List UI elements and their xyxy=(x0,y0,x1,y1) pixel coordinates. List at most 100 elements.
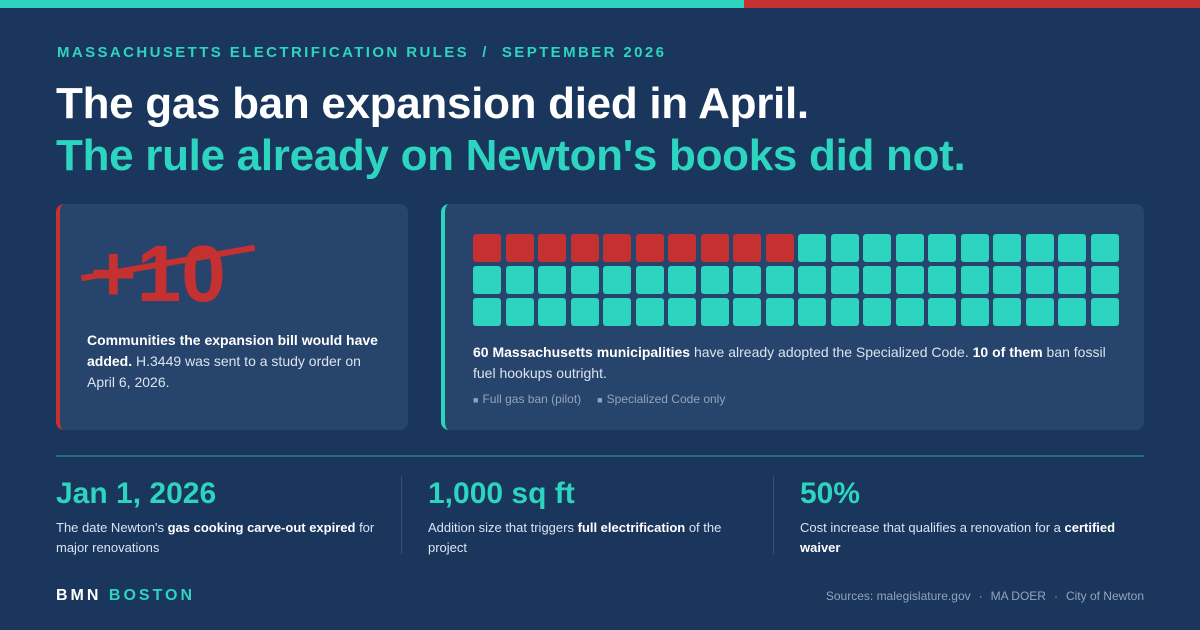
stat-desc-bold: certified waiver xyxy=(800,520,1116,555)
waffle-chart xyxy=(473,234,1119,326)
brand-part-2: BOSTON xyxy=(108,587,196,604)
headline-line-2: The rule already on Newton's books did n… xyxy=(56,131,966,180)
stat-desc-post: for major renovations xyxy=(56,520,375,555)
stat-waiver: 50% Cost increase that qualifies a renov… xyxy=(800,476,1130,558)
waffle-cell-specialized xyxy=(603,298,631,326)
legend-square-icon: ■ xyxy=(597,395,603,405)
municipalities-description: 60 Massachusetts municipalities have alr… xyxy=(473,342,1123,384)
waffle-cell-specialized xyxy=(1090,298,1119,326)
legend-item-specialized: ■ Specialized Code only xyxy=(597,392,725,406)
top-accent-teal xyxy=(0,0,744,8)
separator-dot: · xyxy=(1053,589,1058,603)
waffle-cell-gas-ban xyxy=(635,234,664,262)
waffle-cell-specialized xyxy=(1058,266,1086,294)
waffle-cell-specialized xyxy=(863,234,891,262)
stat-value: 50% xyxy=(800,477,861,510)
waffle-cell-specialized xyxy=(863,266,891,294)
waffle-cell-specialized xyxy=(960,234,989,262)
waffle-cell-specialized xyxy=(863,298,891,326)
expansion-card: +10 Communities the expansion bill would… xyxy=(56,204,408,430)
expansion-description-bold: Communities the expansion bill would hav… xyxy=(87,332,378,369)
top-accent-bar xyxy=(0,0,1200,8)
waffle-cell-gas-ban xyxy=(700,234,729,262)
source-item: MA DOER xyxy=(990,589,1046,603)
waffle-cell-specialized xyxy=(635,266,664,294)
stat-separator xyxy=(773,476,774,554)
stat-size: 1,000 sq ft Addition size that triggers … xyxy=(428,476,758,558)
waffle-cell-specialized xyxy=(895,234,924,262)
waffle-cell-specialized xyxy=(830,298,859,326)
separator-dot: · xyxy=(978,589,983,603)
waffle-cell-specialized xyxy=(700,298,729,326)
waffle-cell-specialized xyxy=(603,266,631,294)
waffle-cell-specialized xyxy=(1025,298,1054,326)
section-divider xyxy=(56,455,1144,457)
waffle-cell-specialized xyxy=(1058,298,1086,326)
waffle-cell-specialized xyxy=(993,266,1021,294)
waffle-cell-specialized xyxy=(570,298,599,326)
stat-desc-pre: Addition size that triggers xyxy=(428,520,578,535)
kicker: MASSACHUSETTS ELECTRIFICATION RULES / SE… xyxy=(57,44,667,61)
stat-desc-pre: Cost increase that qualifies a renovatio… xyxy=(800,520,1065,535)
waffle-cell-specialized xyxy=(635,298,664,326)
waffle-cell-specialized xyxy=(928,266,956,294)
waffle-cell-specialized xyxy=(700,266,729,294)
waffle-cell-specialized xyxy=(1090,234,1119,262)
waffle-cell-specialized xyxy=(895,298,924,326)
waffle-cell-gas-ban xyxy=(603,234,631,262)
expansion-description: Communities the expansion bill would hav… xyxy=(87,330,387,393)
gas-ban-count: 10 of them xyxy=(972,344,1043,360)
waffle-cell-specialized xyxy=(765,266,794,294)
stat-description: Cost increase that qualifies a renovatio… xyxy=(800,518,1130,558)
legend-label-gas-ban: Full gas ban (pilot) xyxy=(482,392,582,406)
headline-line-1: The gas ban expansion died in April. xyxy=(56,79,809,128)
waffle-cell-gas-ban xyxy=(570,234,599,262)
waffle-cell-specialized xyxy=(1025,234,1054,262)
waffle-cell-gas-ban xyxy=(733,234,761,262)
source-item: Sources: malegislature.gov xyxy=(825,589,971,603)
expansion-description-rest: H.3449 was sent to a study order on Apri… xyxy=(87,353,361,390)
waffle-cell-specialized xyxy=(473,298,501,326)
waffle-cell-specialized xyxy=(1025,266,1054,294)
waffle-cell-specialized xyxy=(830,234,859,262)
waffle-cell-specialized xyxy=(798,234,826,262)
municipalities-mid: have already adopted the Specialized Cod… xyxy=(690,344,973,360)
waffle-cell-specialized xyxy=(733,298,761,326)
stat-date: Jan 1, 2026 The date Newton's gas cookin… xyxy=(56,476,386,558)
stat-desc-bold: full electrification xyxy=(577,520,686,535)
municipalities-rest: ban fossil fuel hookups outright. xyxy=(473,344,1106,381)
waffle-cell-specialized xyxy=(895,266,924,294)
brand-logo: BMN BOSTON xyxy=(56,587,195,605)
waffle-cell-specialized xyxy=(1058,234,1086,262)
stat-desc-pre: The date Newton's xyxy=(56,520,168,535)
waffle-cell-specialized xyxy=(668,266,696,294)
waffle-cell-specialized xyxy=(960,266,989,294)
waffle-cell-specialized xyxy=(473,266,501,294)
waffle-cell-specialized xyxy=(538,298,566,326)
source-item: City of Newton xyxy=(1065,589,1144,603)
waffle-cell-specialized xyxy=(570,266,599,294)
waffle-cell-specialized xyxy=(505,266,534,294)
waffle-cell-specialized xyxy=(733,266,761,294)
waffle-cell-gas-ban xyxy=(538,234,566,262)
legend-label-specialized: Specialized Code only xyxy=(606,392,726,406)
headline: The gas ban expansion died in April. The… xyxy=(56,78,966,182)
stat-description: Addition size that triggers full electri… xyxy=(428,518,758,558)
waffle-cell-specialized xyxy=(960,298,989,326)
waffle-cell-specialized xyxy=(798,298,826,326)
waffle-cell-gas-ban xyxy=(505,234,534,262)
municipalities-card: 60 Massachusetts municipalities have alr… xyxy=(441,204,1144,430)
waffle-cell-specialized xyxy=(928,234,956,262)
waffle-cell-specialized xyxy=(993,298,1021,326)
waffle-cell-specialized xyxy=(668,298,696,326)
stat-value: Jan 1, 2026 xyxy=(56,477,217,510)
waffle-cell-specialized xyxy=(928,298,956,326)
waffle-cell-gas-ban xyxy=(668,234,696,262)
waffle-cell-specialized xyxy=(765,298,794,326)
waffle-cell-specialized xyxy=(798,266,826,294)
waffle-legend: ■ Full gas ban (pilot) ■ Specialized Code … xyxy=(473,392,725,406)
stat-description: The date Newton's gas cooking carve-out … xyxy=(56,518,386,558)
waffle-cell-gas-ban xyxy=(765,234,794,262)
stat-value: 1,000 sq ft xyxy=(428,477,575,510)
waffle-cell-gas-ban xyxy=(473,234,501,262)
